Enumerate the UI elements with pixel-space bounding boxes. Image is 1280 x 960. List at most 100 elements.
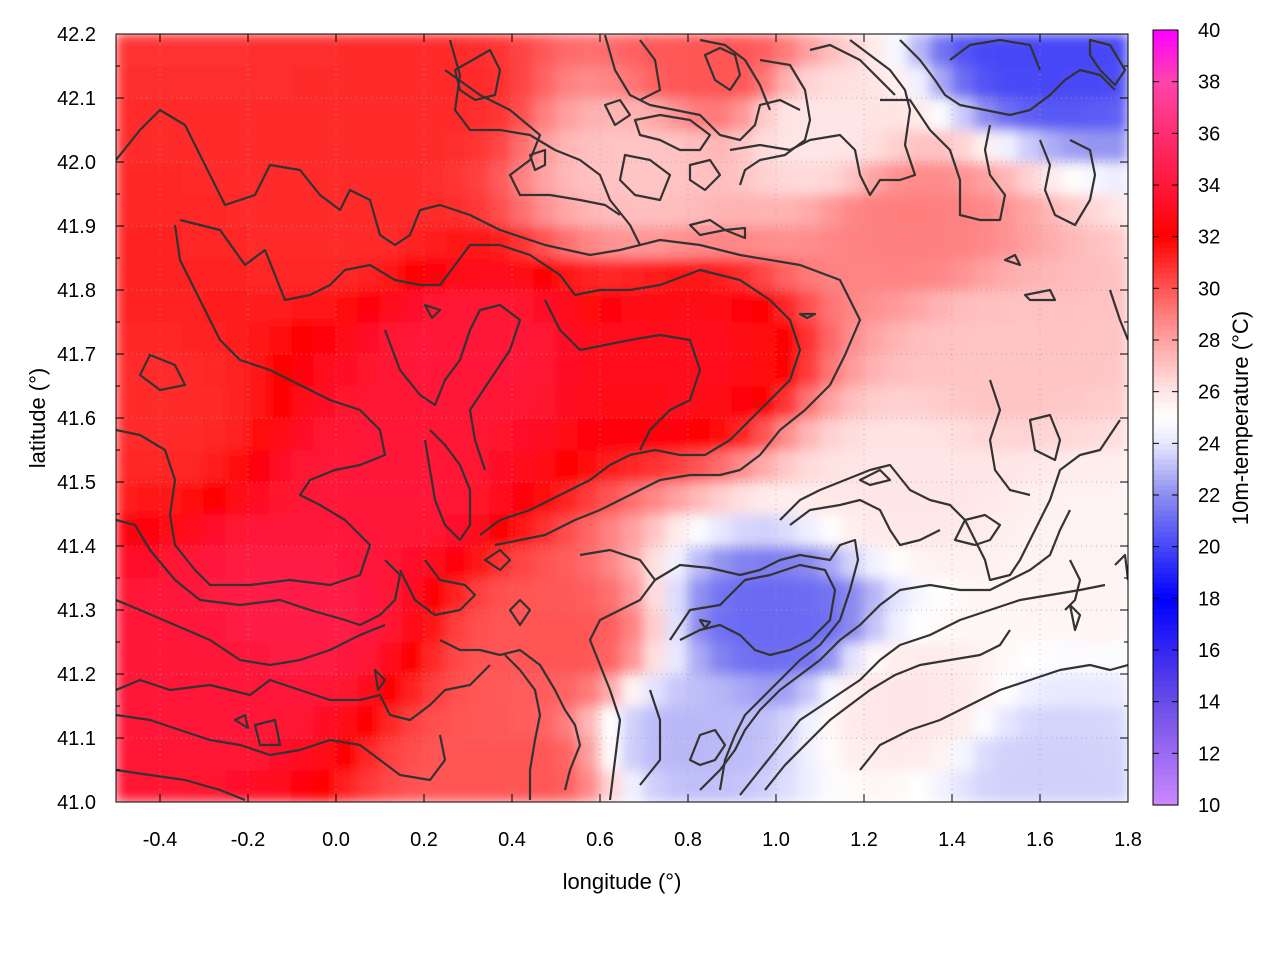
heatmap-cell bbox=[951, 129, 975, 163]
heatmap-cell bbox=[1017, 609, 1041, 643]
heatmap-cell bbox=[445, 417, 469, 451]
heatmap-cell bbox=[1017, 769, 1041, 802]
heatmap-cell bbox=[1061, 225, 1085, 259]
heatmap-cell bbox=[577, 385, 601, 419]
heatmap-cell bbox=[379, 65, 403, 99]
heatmap-cell bbox=[269, 161, 293, 195]
heatmap-cell bbox=[577, 481, 601, 515]
heatmap-cell bbox=[621, 257, 645, 291]
heatmap-cell bbox=[621, 641, 645, 675]
heatmap-cell bbox=[313, 673, 337, 707]
heatmap-cell bbox=[291, 481, 315, 515]
heatmap-cell bbox=[907, 577, 931, 611]
heatmap-cell bbox=[159, 193, 183, 227]
x-tick-label: 0.0 bbox=[322, 829, 350, 851]
colorbar-step bbox=[1153, 541, 1178, 548]
heatmap-cell bbox=[621, 545, 645, 579]
heatmap-cell bbox=[401, 97, 425, 131]
heatmap-cell bbox=[1039, 225, 1063, 259]
colorbar: 10 12 14 16 18 20 22 24 26 28 30 32 34 36 38 40 10m-tem… bbox=[1152, 20, 1253, 817]
heatmap-cell bbox=[357, 257, 381, 291]
heatmap-cell bbox=[621, 737, 645, 771]
colorbar-tick-label: 38 bbox=[1198, 72, 1220, 94]
heatmap-cell bbox=[665, 705, 689, 739]
heatmap-cell bbox=[401, 609, 425, 643]
heatmap-cell bbox=[313, 289, 337, 323]
heatmap-cell bbox=[731, 545, 755, 579]
heatmap-cell bbox=[511, 129, 535, 163]
heatmap-cell bbox=[577, 257, 601, 291]
heatmap-cell bbox=[1105, 577, 1128, 611]
heatmap-cell bbox=[929, 257, 953, 291]
heatmap-cell bbox=[137, 34, 161, 67]
heatmap-cell bbox=[973, 289, 997, 323]
heatmap-cell bbox=[116, 609, 139, 643]
heatmap-cell bbox=[995, 705, 1019, 739]
heatmap-cell bbox=[159, 289, 183, 323]
heatmap-cell bbox=[621, 34, 645, 67]
heatmap-cell bbox=[621, 193, 645, 227]
heatmap-cell bbox=[929, 513, 953, 547]
heatmap-cell bbox=[907, 609, 931, 643]
heatmap-cell bbox=[995, 641, 1019, 675]
heatmap-cell bbox=[621, 513, 645, 547]
heatmap-cell bbox=[753, 353, 777, 387]
heatmap-cell bbox=[401, 545, 425, 579]
heatmap-cell bbox=[1039, 417, 1063, 451]
heatmap-cell bbox=[599, 417, 623, 451]
heatmap-cell bbox=[291, 193, 315, 227]
heatmap-cell bbox=[1039, 289, 1063, 323]
heatmap-cell bbox=[687, 577, 711, 611]
heatmap-cell bbox=[819, 609, 843, 643]
heatmap-cell bbox=[225, 385, 249, 419]
heatmap-cell bbox=[863, 705, 887, 739]
heatmap-cell bbox=[423, 641, 447, 675]
heatmap-cell bbox=[181, 353, 205, 387]
colorbar-step bbox=[1153, 417, 1178, 424]
heatmap-cell bbox=[489, 385, 513, 419]
heatmap-cell bbox=[116, 545, 139, 579]
heatmap-cell bbox=[731, 641, 755, 675]
heatmap-cell bbox=[819, 769, 843, 802]
colorbar-step bbox=[1153, 334, 1178, 341]
heatmap-cell bbox=[247, 449, 271, 483]
contour-line bbox=[528, 148, 547, 172]
heatmap-cell bbox=[665, 609, 689, 643]
heatmap-cell bbox=[1039, 161, 1063, 195]
heatmap-cell bbox=[313, 321, 337, 355]
heatmap-cell bbox=[357, 321, 381, 355]
heatmap-cell bbox=[577, 705, 601, 739]
heatmap-cell bbox=[973, 449, 997, 483]
heatmap-cell bbox=[731, 97, 755, 131]
heatmap-cell bbox=[247, 609, 271, 643]
heatmap-cell bbox=[203, 353, 227, 387]
heatmap-cell bbox=[357, 545, 381, 579]
colorbar-step bbox=[1153, 634, 1178, 641]
heatmap-cell bbox=[555, 513, 579, 547]
heatmap-cell bbox=[885, 641, 909, 675]
heatmap-cell bbox=[181, 737, 205, 771]
heatmap-cell bbox=[225, 65, 249, 99]
heatmap-cell bbox=[467, 577, 491, 611]
heatmap-cell bbox=[797, 193, 821, 227]
colorbar-step bbox=[1153, 572, 1178, 579]
heatmap-cell bbox=[643, 513, 667, 547]
heatmap-cell bbox=[379, 417, 403, 451]
heatmap-cell bbox=[907, 449, 931, 483]
heatmap-cell bbox=[797, 321, 821, 355]
x-axis: -0.4 -0.2 0.0 0.2 0.4 0.6 0.8 1.0 1.2 1.4 1.6 1.8 bbox=[143, 34, 1142, 851]
heatmap-cell bbox=[555, 97, 579, 131]
heatmap-cell bbox=[181, 705, 205, 739]
heatmap-cell bbox=[621, 353, 645, 387]
colorbar-step bbox=[1153, 154, 1178, 160]
heatmap-cell bbox=[291, 769, 315, 802]
heatmap-cell bbox=[1083, 769, 1107, 802]
colorbar-step bbox=[1153, 159, 1178, 165]
heatmap-cell bbox=[1061, 673, 1085, 707]
heatmap-cell bbox=[687, 705, 711, 739]
heatmap-cell bbox=[137, 321, 161, 355]
heatmap-cell bbox=[929, 609, 953, 643]
heatmap-cell bbox=[731, 289, 755, 323]
colorbar-step bbox=[1153, 216, 1178, 222]
heatmap-cell bbox=[203, 513, 227, 547]
